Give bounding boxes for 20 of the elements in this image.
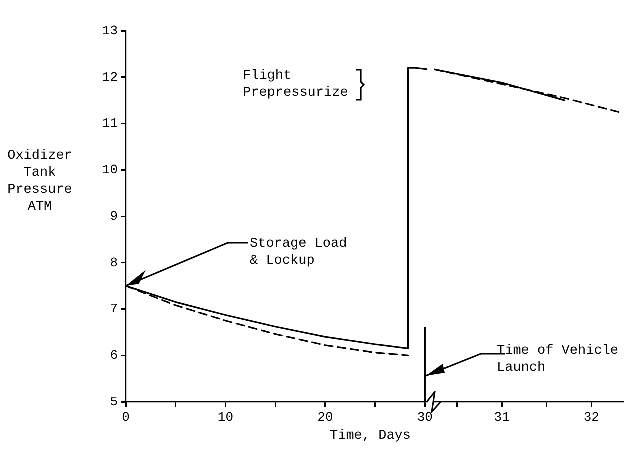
annotation: Flight Prepressurize (243, 68, 350, 102)
x-tick-label: 0 (122, 410, 130, 426)
y-axis-title: Oxidizer Tank Pressure ATM (6, 148, 74, 216)
y-tick-label: 5 (110, 394, 118, 410)
y-tick-label: 6 (110, 348, 118, 364)
y-tick-label: 7 (110, 302, 118, 317)
x-tick-label: 10 (218, 410, 234, 426)
y-tick-label: 11 (102, 116, 118, 132)
x-axis-title: Time, Days (330, 428, 412, 445)
x-tick-label: 32 (584, 410, 600, 426)
x-tick-label: 30 (417, 410, 433, 426)
annotation: Storage Load & Lockup (250, 236, 348, 270)
y-tick-label: 13 (102, 23, 118, 38)
y-tick-label: 12 (102, 70, 118, 85)
ref-line-label: Time of Vehicle Launch (497, 343, 620, 377)
y-tick-label: 8 (110, 255, 118, 270)
y-tick-label: 10 (102, 162, 118, 178)
y-tick-label: 9 (110, 208, 118, 224)
x-tick-label: 20 (318, 410, 334, 426)
x-tick-label: 31 (494, 410, 510, 426)
